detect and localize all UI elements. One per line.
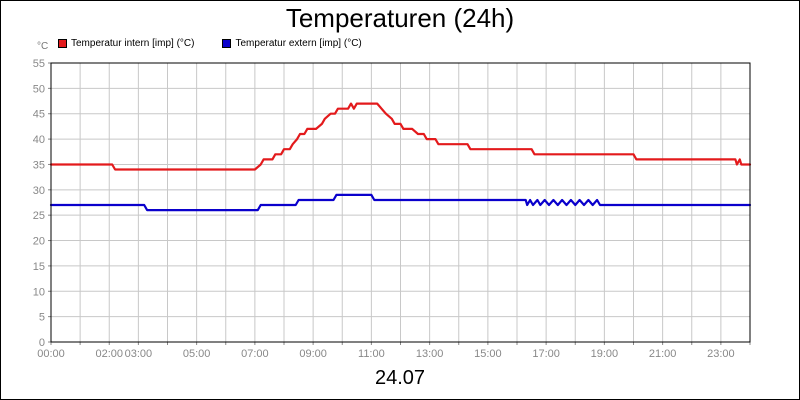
y-tick-label: 35 [33,159,45,171]
x-tick-label: 03:00 [125,348,153,360]
y-axis-unit: °C [37,41,49,52]
x-tick-label: 23:00 [707,348,735,360]
x-tick-label: 11:00 [358,348,385,360]
y-tick-label: 45 [33,109,45,121]
plot-border [50,62,751,343]
legend-item-intern: Temperatur intern [imp] (°C) [58,38,194,49]
y-tick-label: 40 [33,134,45,146]
y-tick-label: 30 [33,185,45,197]
x-tick-label: 00:00 [37,348,65,360]
x-tick-label: 17:00 [532,348,560,360]
x-tick-label: 13:00 [416,348,444,360]
x-tick-label: 07:00 [241,348,269,360]
y-tick-label: 20 [33,236,45,248]
legend-swatch-intern [58,39,67,48]
x-tick-label: 09:00 [299,348,327,360]
x-tick-label: 02:00 [95,348,123,360]
legend-swatch-extern [222,39,232,48]
series-line-extern [49,193,752,212]
y-tick-label: 25 [33,210,45,222]
legend-item-extern: Temperatur extern [imp] (°C) [222,38,362,49]
legend-label-intern: Temperatur intern [imp] (°C) [71,38,195,49]
chart-title: Temperaturen (24h) [285,3,515,33]
y-tick-label: 50 [33,83,45,95]
y-tick-label: 5 [39,312,45,324]
y-tick-label: 10 [33,286,45,298]
x-tick-label: 15:00 [474,348,502,360]
series-line-intern [49,102,752,171]
y-tick-label: 55 [33,58,45,70]
x-tick-label: 21:00 [649,348,677,360]
x-tick-label: 19:00 [591,348,619,360]
y-tick-label: 0 [39,337,45,349]
legend-label-extern: Temperatur extern [imp] (°C) [235,38,362,49]
x-tick-label: 05:00 [183,348,211,360]
y-tick-label: 15 [33,261,45,273]
chart-legend: Temperatur intern [imp] (°C) Temperatur … [58,38,390,49]
date-label: 24.07 [374,367,426,389]
